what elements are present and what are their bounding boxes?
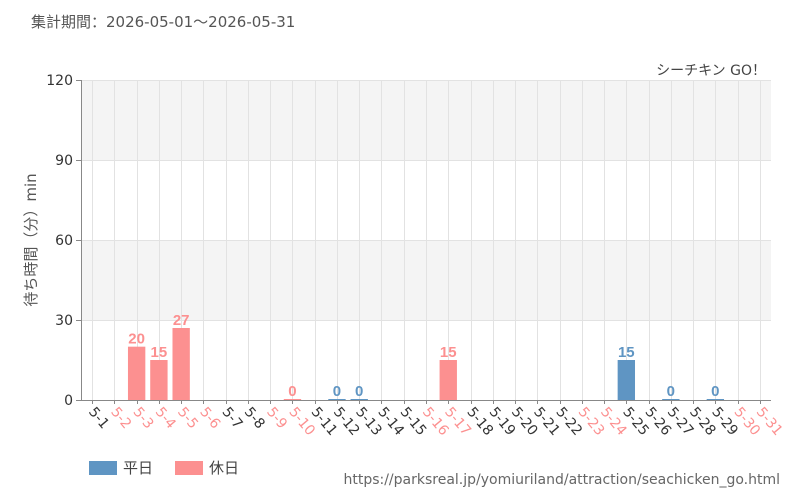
bar-5-4 [150,360,168,400]
legend-item-weekday: 平日 [89,457,153,478]
period-label: 集計期間：2026-05-01～2026-05-31 [31,13,296,31]
data-label-5-5: 27 [173,312,190,329]
bar-5-10 [283,399,302,400]
y-tick-label: 60 [55,233,73,249]
bar-5-29 [706,399,725,400]
y-axis-label: 待ち時間（分）min [22,173,40,306]
data-label-5-3: 20 [128,331,145,348]
x-tick-label: 5-5 [174,404,201,432]
data-label-5-13: 0 [355,383,363,400]
bar-5-12 [328,399,346,400]
weekday-swatch [89,460,117,475]
y-tick-label: 120 [46,73,73,89]
x-tick-label: 5-2 [107,404,134,432]
data-label-5-17: 15 [440,344,457,361]
source-url: https://parksreal.jp/yomiuriland/attract… [343,472,780,488]
bar-5-17 [439,360,457,400]
holiday-swatch [175,460,204,475]
bar-5-3 [127,346,146,400]
bar-5-5 [172,328,190,400]
data-label-5-29: 0 [711,383,719,400]
legend-holiday-label: 休日 [209,459,240,477]
bar-5-13 [350,399,368,400]
bar-5-27 [662,399,680,400]
y-tick-label: 30 [55,313,73,329]
x-tick-label: 5-6 [196,404,223,432]
x-tick-label: 5-4 [152,404,179,432]
legend: 平日 休日 [89,457,261,478]
x-tick-label: 5-7 [219,404,246,432]
y-tick-label: 90 [55,153,73,169]
data-label-5-27: 0 [667,383,675,400]
x-tick-label: 5-1 [85,404,112,432]
x-tick-label: 5-3 [130,404,157,432]
data-label-5-25: 15 [618,344,635,361]
x-tick-label: 5-9 [263,404,290,432]
data-label-5-12: 0 [333,383,341,400]
chart-title: シーチキン GO！ [656,63,766,79]
data-label-5-10: 0 [288,383,296,400]
bar-5-25 [617,360,636,400]
legend-weekday-label: 平日 [123,459,154,477]
legend-item-holiday: 休日 [175,457,239,478]
x-tick-label: 5-8 [241,404,268,432]
data-label-5-4: 15 [151,344,168,361]
y-tick-label: 0 [64,393,73,409]
